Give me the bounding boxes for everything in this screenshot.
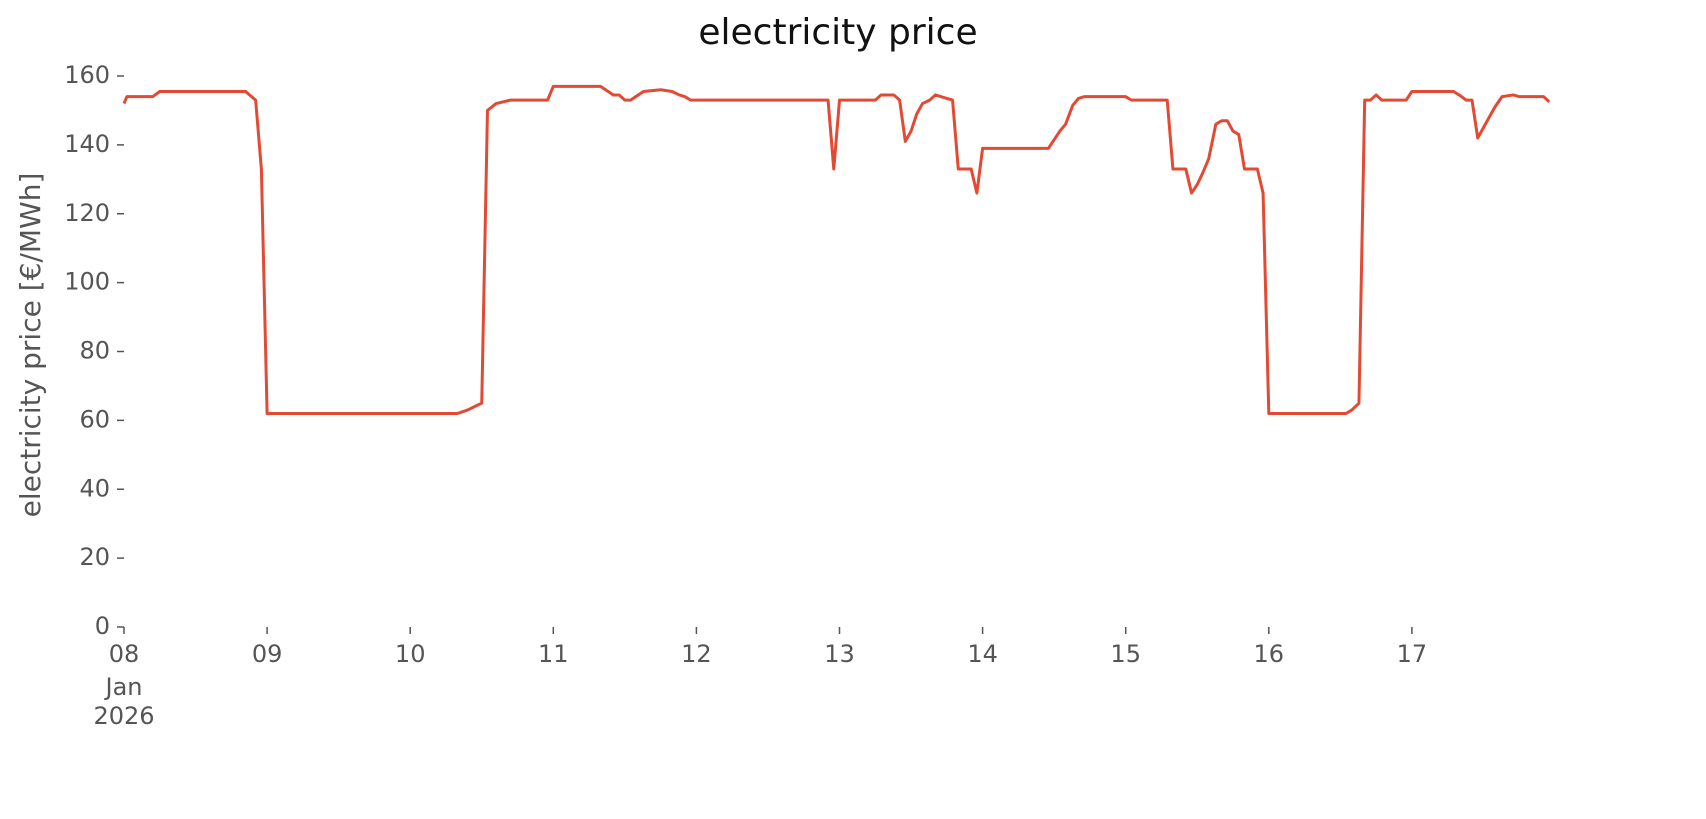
y-tick-label: 0	[95, 612, 110, 640]
y-tick-label: 100	[64, 268, 110, 296]
x-tick-label: 14	[967, 640, 998, 668]
chart-title: electricity price	[698, 12, 977, 53]
y-tick-label: 20	[79, 543, 110, 571]
x-tick-sublabel: 2026	[93, 702, 154, 730]
y-tick-label: 40	[79, 474, 110, 502]
y-tick-label: 60	[79, 405, 110, 433]
x-tick-label: 09	[252, 640, 283, 668]
y-tick-label: 160	[64, 61, 110, 89]
x-tick-label: 17	[1397, 640, 1428, 668]
x-tick-label: 10	[395, 640, 426, 668]
x-tick-label: 12	[681, 640, 712, 668]
price-line	[122, 84, 1551, 415]
y-tick-label: 140	[64, 130, 110, 158]
x-tick-label: 08	[109, 640, 140, 668]
y-tick-label: 120	[64, 199, 110, 227]
x-tick-label: 16	[1254, 640, 1285, 668]
x-tick-label: 13	[824, 640, 855, 668]
x-tick-label: 11	[538, 640, 569, 668]
x-tick-sublabel: Jan	[104, 673, 143, 701]
x-tick-label: 15	[1110, 640, 1141, 668]
y-axis-label: electricity price [€/MWh]	[14, 173, 47, 518]
y-tick-label: 80	[79, 337, 110, 365]
